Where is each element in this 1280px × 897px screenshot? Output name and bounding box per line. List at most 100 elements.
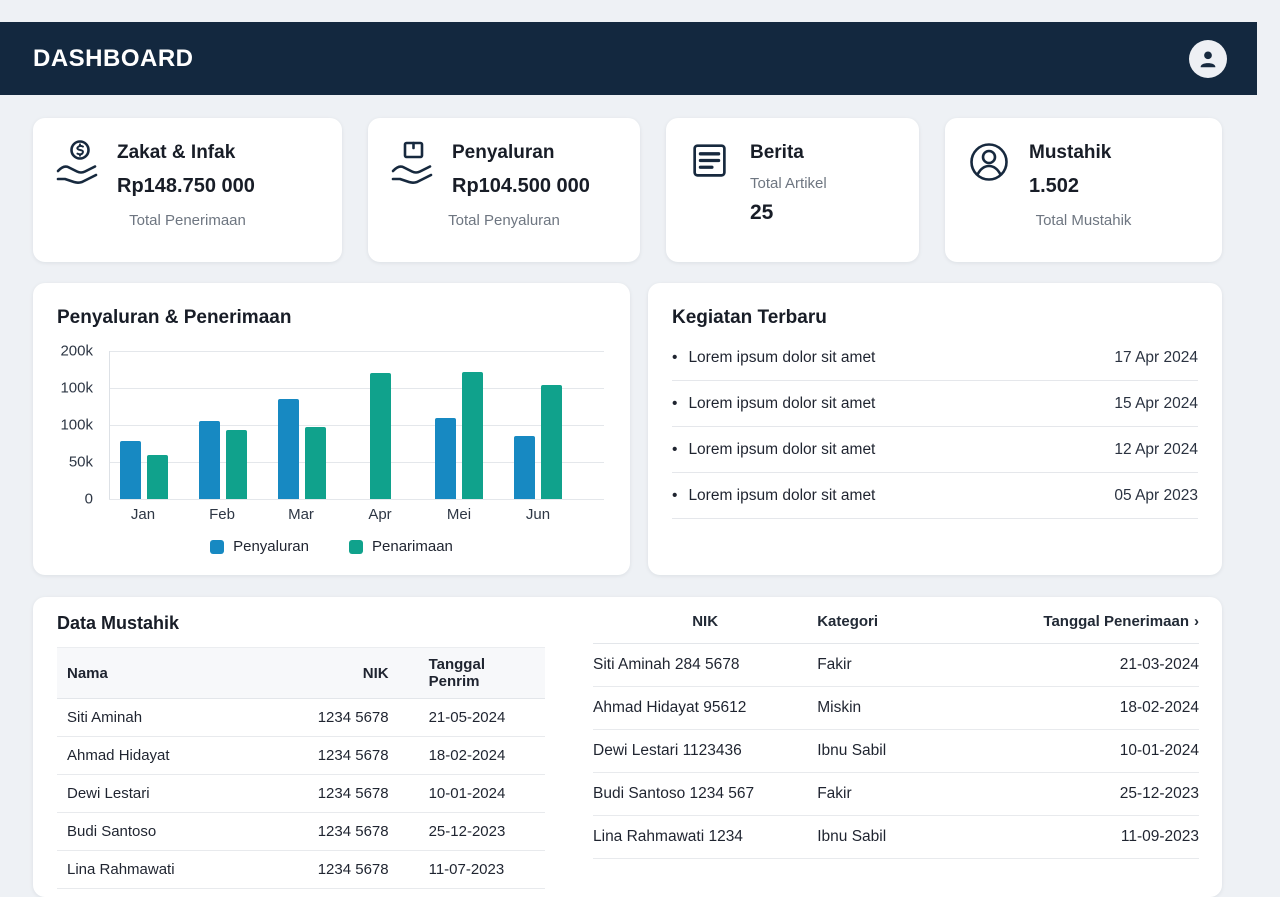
- bar-group-apr: [354, 351, 406, 499]
- bar-penarimaan-jun: [540, 385, 562, 499]
- sort-chevron-icon[interactable]: ›: [1194, 613, 1199, 630]
- bar-penyaluran-mar: [277, 399, 299, 499]
- activity-label: Lorem ipsum dolor sit amet: [688, 394, 876, 412]
- y-tick-0: 200k: [60, 342, 93, 360]
- bar-penarimaan-jan: [147, 455, 168, 499]
- gridline-2: [109, 425, 604, 426]
- detail-table-body: Siti Aminah 284 5678 Fakir 21-03-2024 Ahmad…: [593, 643, 1199, 859]
- mustahik-table-header-row: Nama NIK Tanggal Penrim: [57, 647, 545, 699]
- bar-group-feb: [197, 351, 249, 499]
- stat-title: Zakat & Infak: [117, 142, 236, 163]
- y-tick-2: 100k: [60, 416, 93, 434]
- detail-table: NIK Kategori Tanggal Penerimaan › Siti Amin…: [593, 603, 1199, 859]
- detail-table-section: NIK Kategori Tanggal Penerimaan › Siti Amin…: [593, 603, 1199, 859]
- detail-table-row: Budi Santoso 1234 567 Fakir 25-12-2023: [593, 772, 1199, 816]
- legend-item-penyaluran: Penyaluran: [210, 538, 309, 555]
- legend-label: Penarimaan: [372, 538, 453, 555]
- stat-subtitle: Total Artikel: [750, 175, 827, 192]
- stat-card-penyaluran: Penyaluran Rp104.500 000 Total Penyalura…: [368, 118, 640, 262]
- detail-header-0: NIK: [593, 603, 818, 644]
- legend-item-penarimaan: Penarimaan: [349, 538, 453, 555]
- detail-cell: Fakir: [817, 643, 1018, 687]
- mustahik-table-body: Siti Aminah 1234 5678 21-05-2024 Ahmad Hida…: [57, 698, 545, 889]
- detail-table-header-row: NIK Kategori Tanggal Penerimaan ›: [593, 603, 1199, 644]
- detail-header-1: Kategori: [817, 603, 1018, 644]
- stat-subtitle: Total Mustahik: [1035, 212, 1132, 229]
- x-label-jun: Jun: [525, 506, 551, 523]
- news-icon: [686, 138, 734, 184]
- bullet-icon: •: [672, 440, 678, 458]
- mustahik-cell: 18-02-2024: [398, 736, 545, 775]
- person-circle-icon: [965, 138, 1013, 186]
- chart-plot: [109, 351, 604, 499]
- stat-cards-row: Zakat & Infak Rp148.750 000 Total Peneri…: [33, 118, 1222, 262]
- bullet-icon: •: [672, 394, 678, 412]
- activity-item: • Lorem ipsum dolor sit amet 05 Apr 2023: [672, 473, 1198, 519]
- stat-title: Penyaluran: [452, 142, 555, 163]
- legend-label: Penyaluran: [233, 538, 309, 555]
- x-label-mei: Mei: [446, 506, 472, 523]
- bar-group-jun: [512, 351, 564, 499]
- detail-cell: Ibnu Sabil: [817, 815, 1018, 859]
- bar-group-jan: [118, 351, 170, 499]
- activity-date: 17 Apr 2024: [1114, 348, 1198, 366]
- y-tick-1: 100k: [60, 379, 93, 397]
- mustahik-cell: 25-12-2023: [398, 812, 545, 851]
- activity-label: Lorem ipsum dolor sit amet: [688, 440, 876, 458]
- activity-item: • Lorem ipsum dolor sit amet 17 Apr 2024: [672, 335, 1198, 381]
- stat-title: Mustahik: [1029, 142, 1112, 163]
- stat-title: Berita: [750, 142, 804, 163]
- mustahik-cell: Dewi Lestari: [57, 774, 272, 813]
- user-icon: [1200, 50, 1216, 67]
- gridline-3: [109, 462, 604, 463]
- box-hand-icon: [388, 138, 436, 186]
- stat-subtitle: Total Penyaluran: [448, 212, 560, 229]
- mustahik-table-title: Data Mustahik: [57, 613, 180, 633]
- bar-penyaluran-mei: [435, 418, 457, 499]
- chart-area: 200k 100k 100k 50k 0: [60, 343, 604, 508]
- detail-header-label: Tanggal Penerimaan: [1043, 613, 1189, 630]
- detail-cell: 10-01-2024: [1017, 729, 1199, 773]
- activity-label: Lorem ipsum dolor sit amet: [688, 486, 876, 504]
- bullet-icon: •: [672, 486, 678, 504]
- activity-date: 15 Apr 2024: [1114, 394, 1198, 412]
- x-label-feb: Feb: [209, 506, 235, 523]
- mustahik-table-section: Data Mustahik Nama NIK Tanggal Penrim Siti…: [57, 613, 545, 889]
- bar-penyaluran-feb: [198, 421, 220, 499]
- activity-date: 12 Apr 2024: [1114, 440, 1198, 458]
- bar-penyaluran-jun: [513, 436, 535, 499]
- detail-header-label: Kategori: [817, 613, 879, 630]
- bar-group-mei: [433, 351, 485, 499]
- chart-y-axis: 200k 100k 100k 50k 0: [57, 343, 101, 508]
- mustahik-table-row: Siti Aminah 1234 5678 21-05-2024: [57, 698, 545, 737]
- bar-penarimaan-mar: [304, 427, 326, 499]
- detail-header-2[interactable]: Tanggal Penerimaan ›: [1017, 603, 1199, 644]
- activity-date: 05 Apr 2023: [1114, 486, 1198, 504]
- bar-penarimaan-feb: [225, 430, 247, 499]
- mustahik-cell: 11-07-2023: [398, 850, 545, 889]
- gridline-0: [109, 351, 604, 352]
- mustahik-header-2: Tanggal Penrim: [428, 656, 485, 690]
- mustahik-cell: 1234 5678: [271, 812, 399, 851]
- bar-penarimaan-apr: [369, 373, 391, 499]
- detail-cell: Miskin: [817, 686, 1018, 730]
- activity-title: Kegiatan Terbaru: [672, 307, 827, 328]
- mustahik-table-row: Lina Rahmawati 1234 5678 11-07-2023: [57, 850, 545, 889]
- activity-item: • Lorem ipsum dolor sit amet 12 Apr 2024: [672, 427, 1198, 473]
- gridline-4: [109, 499, 604, 500]
- mustahik-cell: 21-05-2024: [398, 698, 545, 737]
- detail-table-row: Dewi Lestari 1123436 Ibnu Sabil 10-01-2024: [593, 729, 1199, 773]
- chart-card: Penyaluran & Penerimaan 200k 100k 100k 50k 0…: [33, 283, 630, 575]
- user-avatar-button[interactable]: [1189, 39, 1227, 78]
- x-label-apr: Apr: [368, 506, 392, 523]
- mustahik-header-1: NIK: [362, 664, 389, 682]
- y-tick-3: 50k: [68, 453, 93, 471]
- detail-cell: Budi Santoso 1234 567: [593, 772, 818, 816]
- chart-title: Penyaluran & Penerimaan: [57, 307, 292, 328]
- mustahik-cell: Budi Santoso: [57, 812, 272, 851]
- y-tick-4: 0: [84, 490, 93, 508]
- top-navbar: DASHBOARD: [0, 22, 1257, 95]
- stat-card-zakat: Zakat & Infak Rp148.750 000 Total Peneri…: [33, 118, 342, 262]
- x-label-mar: Mar: [288, 506, 314, 523]
- page-title: DASHBOARD: [33, 44, 194, 72]
